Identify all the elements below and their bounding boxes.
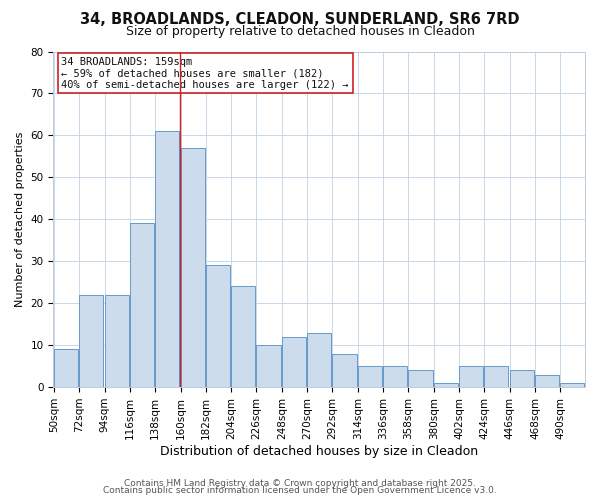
Bar [54,350,78,387]
Bar [509,370,534,387]
Text: 34 BROADLANDS: 159sqm
← 59% of detached houses are smaller (182)
40% of semi-det: 34 BROADLANDS: 159sqm ← 59% of detached … [61,56,349,90]
Text: 34, BROADLANDS, CLEADON, SUNDERLAND, SR6 7RD: 34, BROADLANDS, CLEADON, SUNDERLAND, SR6… [80,12,520,28]
Bar [104,295,129,387]
Text: Contains public sector information licensed under the Open Government Licence v3: Contains public sector information licen… [103,486,497,495]
Bar [383,366,407,387]
Bar [256,345,281,387]
Bar [332,354,356,387]
Bar [206,266,230,387]
Bar [560,383,584,387]
Text: Contains HM Land Registry data © Crown copyright and database right 2025.: Contains HM Land Registry data © Crown c… [124,478,476,488]
Bar [409,370,433,387]
Bar [484,366,508,387]
Y-axis label: Number of detached properties: Number of detached properties [15,132,25,307]
Bar [155,131,179,387]
Bar [130,224,154,387]
Bar [358,366,382,387]
Bar [434,383,458,387]
Bar [282,337,306,387]
Bar [79,295,103,387]
Bar [535,374,559,387]
Bar [181,148,205,387]
Bar [307,332,331,387]
Text: Size of property relative to detached houses in Cleadon: Size of property relative to detached ho… [125,25,475,38]
Bar [231,286,256,387]
Bar [459,366,483,387]
X-axis label: Distribution of detached houses by size in Cleadon: Distribution of detached houses by size … [160,444,478,458]
